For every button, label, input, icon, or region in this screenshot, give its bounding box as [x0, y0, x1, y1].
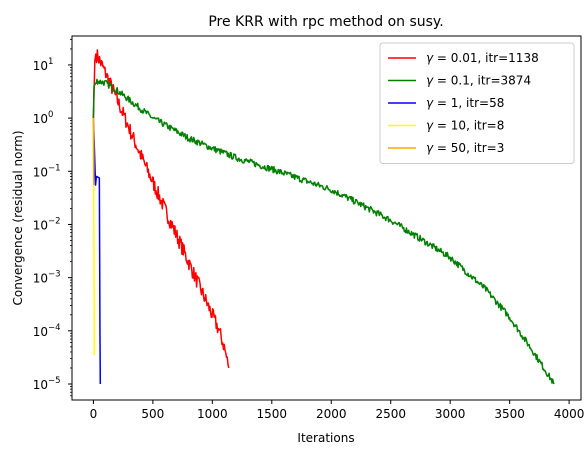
y-tick-label: 10: [33, 218, 48, 232]
plot-area: [92, 49, 555, 385]
legend-entry: γ = 0.01, itr=1138: [426, 51, 539, 65]
y-tick-exponent: 1: [48, 57, 53, 67]
legend-entry: γ = 50, itr=3: [426, 141, 504, 155]
x-tick-label: 2000: [316, 407, 347, 421]
chart-title: Pre KRR with rpc method on susy.: [208, 14, 443, 30]
y-tick-exponent: −3: [48, 270, 61, 280]
y-tick-base: 10: [33, 59, 48, 73]
x-tick-label: 500: [141, 407, 164, 421]
x-axis: 0 500 1000 1500 2000 2500 3000 3500 4000: [90, 400, 585, 421]
x-tick-label: 3500: [494, 407, 525, 421]
legend-entry: γ = 0.1, itr=3874: [426, 74, 531, 88]
y-tick-label: 10: [33, 272, 48, 286]
x-tick-label: 1500: [257, 407, 288, 421]
legend-label: = 0.01, itr=1138: [433, 51, 539, 65]
y-tick-exponent: −5: [48, 376, 61, 386]
y-tick-label: 10: [33, 325, 48, 339]
x-tick-label: 4000: [554, 407, 585, 421]
legend-label: = 10, itr=8: [433, 119, 504, 133]
plot-frame: [71, 35, 582, 401]
legend-entry: γ = 10, itr=8: [426, 119, 504, 133]
x-axis-label: Iterations: [297, 431, 354, 445]
y-tick-base: 10: [33, 165, 48, 179]
legend-symbol: γ: [426, 141, 434, 155]
y-tick-label: 10: [33, 59, 48, 73]
legend-symbol: γ: [426, 119, 434, 133]
legend-symbol: γ: [426, 51, 434, 65]
y-tick-base: 10: [33, 272, 48, 286]
legend-symbol: γ: [426, 74, 434, 88]
legend-box: [379, 42, 575, 164]
legend-label: = 0.1, itr=3874: [433, 74, 531, 88]
y-tick-base: 10: [33, 325, 48, 339]
y-tick-base: 10: [33, 218, 48, 232]
legend-label: = 1, itr=58: [433, 96, 504, 110]
y-tick-exponent: 0: [48, 110, 53, 120]
y-tick-exponent: −4: [48, 323, 61, 333]
y-tick-label: 10: [33, 112, 48, 126]
y-axis-label: Convergence (residual norm): [11, 130, 25, 305]
x-tick-label: 2500: [375, 407, 406, 421]
series-line-1: [92, 78, 555, 385]
legend-entry: γ = 1, itr=58: [426, 96, 504, 110]
y-tick-label: 10: [33, 165, 48, 179]
x-tick-label: 1000: [197, 407, 228, 421]
legend-symbol: γ: [426, 96, 434, 110]
y-tick-exponent: −2: [48, 216, 61, 226]
x-tick-label: 3000: [435, 407, 466, 421]
y-tick-label: 10: [33, 378, 48, 392]
series-line-2: [92, 118, 102, 384]
y-tick-base: 10: [33, 378, 48, 392]
y-tick-base: 10: [33, 112, 48, 126]
y-tick-exponent: −1: [48, 163, 61, 173]
legend-label: = 50, itr=3: [433, 141, 504, 155]
series-line-0: [92, 49, 230, 369]
x-tick-label: 0: [90, 407, 98, 421]
